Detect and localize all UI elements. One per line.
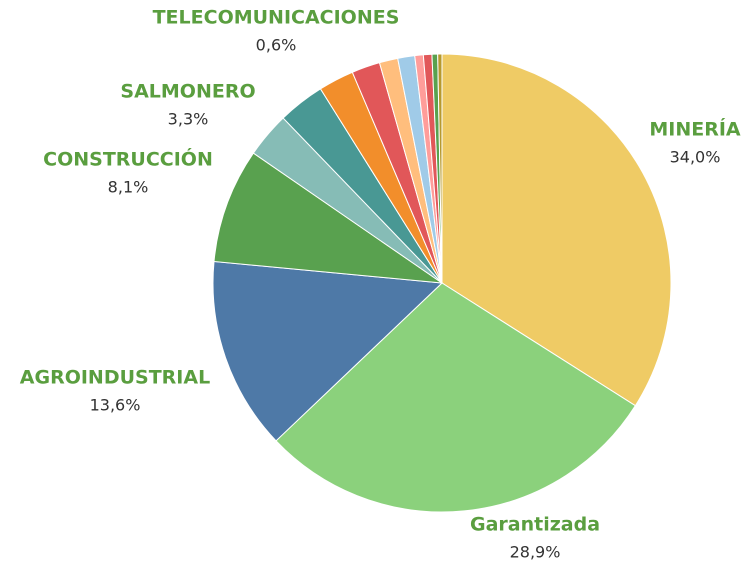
slice-label: CONSTRUCCIÓN <box>43 147 213 171</box>
pie-slice <box>437 53 443 284</box>
pie-slice <box>275 282 637 513</box>
slice-label: AGROINDUSTRIAL <box>20 367 210 389</box>
slice-label: SALMONERO <box>120 81 255 103</box>
slice-label: Garantizada <box>470 514 600 536</box>
slice-value-label: 34,0% <box>670 148 721 167</box>
pie-slice <box>212 260 444 442</box>
slice-value-label: 28,9% <box>510 543 561 562</box>
slice-label: TELECOMUNICACIONES <box>153 7 400 29</box>
slice-value-label: 8,1% <box>108 178 149 197</box>
slice-value-label: 3,3% <box>168 110 209 129</box>
pie-slice <box>213 152 444 284</box>
pie-slice <box>441 53 672 407</box>
slice-label: MINERÍA <box>649 118 741 141</box>
slice-value-label: 0,6% <box>256 36 297 55</box>
slice-value-label: 13,6% <box>90 396 141 415</box>
